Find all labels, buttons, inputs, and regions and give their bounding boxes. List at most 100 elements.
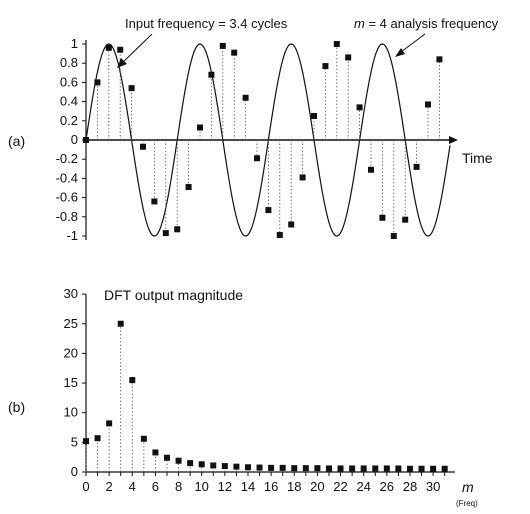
- panel-b-xlabel: m: [462, 479, 474, 495]
- dft-point: [94, 435, 101, 442]
- panel-b-y-tick-label: 20: [64, 345, 78, 360]
- sample-point: [219, 42, 226, 49]
- panel-b-x-tick-label: 12: [218, 479, 232, 494]
- panel-a-xlabel: Time: [462, 150, 493, 166]
- dft-point: [279, 464, 286, 471]
- sample-point: [379, 214, 386, 221]
- panel-b-x-tick-label: 2: [106, 479, 113, 494]
- dft-point: [198, 461, 205, 468]
- panel-b-y-tick-label: 5: [71, 434, 78, 449]
- panel-a-y-tick-label: 0.6: [60, 74, 78, 89]
- dft-point: [395, 465, 402, 472]
- panel-b-y-tick-label: 10: [64, 405, 78, 420]
- panel-b-y-tick-label: 25: [64, 316, 78, 331]
- sample-point: [151, 198, 158, 205]
- panel-b-x-tick-label: 30: [426, 479, 440, 494]
- dft-point: [187, 460, 194, 467]
- dft-point: [210, 462, 217, 469]
- dft-point: [360, 465, 367, 472]
- panel-a-y-tick-label: 0.4: [60, 94, 78, 109]
- sample-point: [345, 54, 352, 61]
- sample-point: [94, 79, 101, 86]
- sample-point: [322, 63, 329, 70]
- panel-b-y-tick-label: 15: [64, 375, 78, 390]
- dft-point: [337, 465, 344, 472]
- panel-b-x-tick-label: 6: [152, 479, 159, 494]
- panel-a-y-tick-label: -0.2: [56, 151, 78, 166]
- sample-point: [436, 56, 443, 63]
- annotation-arrowhead-input: [117, 58, 127, 68]
- dft-point: [129, 377, 136, 384]
- sample-point: [174, 226, 181, 233]
- sample-point: [208, 71, 215, 78]
- panel-b-x-tick-label: 10: [194, 479, 208, 494]
- panel-a-y-tick-label: 0.8: [60, 55, 78, 70]
- dft-point: [418, 465, 425, 472]
- sample-point: [254, 155, 260, 162]
- panel-a-y-tick-label: -1: [66, 228, 78, 243]
- panel-a-y-tick-label: -0.6: [56, 190, 78, 205]
- dft-point: [221, 463, 228, 470]
- sample-point: [162, 230, 169, 237]
- sample-point: [299, 174, 306, 181]
- sample-point: [425, 101, 431, 108]
- dft-point: [106, 420, 113, 427]
- sample-point: [368, 166, 374, 173]
- panel-b-x-tick-label: 18: [287, 479, 301, 494]
- panel-b-x-tick-label: 20: [310, 479, 324, 494]
- panel-b-x-tick-label: 24: [356, 479, 370, 494]
- dft-point: [233, 463, 240, 470]
- sample-point: [231, 49, 238, 56]
- dft-point: [406, 465, 413, 472]
- panel-b-xlabel-sub: (Freq): [456, 499, 478, 508]
- dft-point: [302, 465, 309, 472]
- panel-b-x-tick-label: 4: [129, 479, 136, 494]
- sample-point: [128, 85, 135, 92]
- dft-point: [430, 465, 437, 472]
- dft-point: [325, 465, 332, 472]
- panel-a-plot: -1 -0.8 -0.6 -0.4 -0.2 0 0.2 0.4 0.6 0.8 1: [56, 33, 458, 243]
- sample-point: [117, 46, 124, 53]
- dft-point: [291, 465, 298, 472]
- dft-point: [117, 320, 124, 327]
- panel-b-label: (b): [8, 399, 25, 415]
- dft-point: [441, 465, 448, 472]
- sample-point: [356, 104, 363, 111]
- panel-b-x-tick-label: 0: [82, 479, 89, 494]
- dft-point: [140, 435, 147, 442]
- panel-a-y-tick-label: 0.2: [60, 113, 78, 128]
- sample-point: [390, 233, 397, 239]
- sample-point: [242, 94, 249, 101]
- annotation-analysis-frequency: m = 4 analysis frequency: [354, 16, 499, 31]
- panel-b-y-tick-label: 0: [71, 464, 78, 479]
- panel-b-x-tick-label: 16: [264, 479, 278, 494]
- sample-point: [197, 124, 203, 131]
- sample-point: [333, 41, 340, 47]
- sample-point: [105, 44, 112, 51]
- dft-point: [383, 465, 390, 472]
- panel-b-y-tick-label: 30: [64, 286, 78, 301]
- panel-b-x-tick-label: 14: [241, 479, 255, 494]
- sample-point: [83, 137, 89, 143]
- dft-point: [372, 465, 379, 472]
- sample-point: [311, 113, 317, 119]
- panel-a-y-tick-label: 1: [71, 36, 78, 51]
- sample-point: [276, 232, 283, 239]
- panel-b-x-tick-label: 22: [333, 479, 347, 494]
- panel-b-x-tick-label: 26: [380, 479, 394, 494]
- panel-b-x-tick-label: 28: [403, 479, 417, 494]
- sample-point: [288, 221, 295, 228]
- panel-a-y-tick-label: 0: [71, 132, 78, 147]
- dft-point: [244, 464, 251, 471]
- sample-point: [413, 163, 420, 170]
- dft-point: [163, 454, 170, 461]
- panel-b-x-tick-label: 8: [175, 479, 182, 494]
- dft-point: [314, 465, 321, 472]
- dft-point: [268, 464, 275, 471]
- sample-point: [402, 216, 409, 223]
- dft-point: [83, 438, 89, 445]
- dft-point: [152, 449, 159, 456]
- annotation-arrow-input: [118, 33, 153, 67]
- sample-point: [140, 143, 146, 150]
- panel-a-y-tick-label: -0.4: [56, 170, 78, 185]
